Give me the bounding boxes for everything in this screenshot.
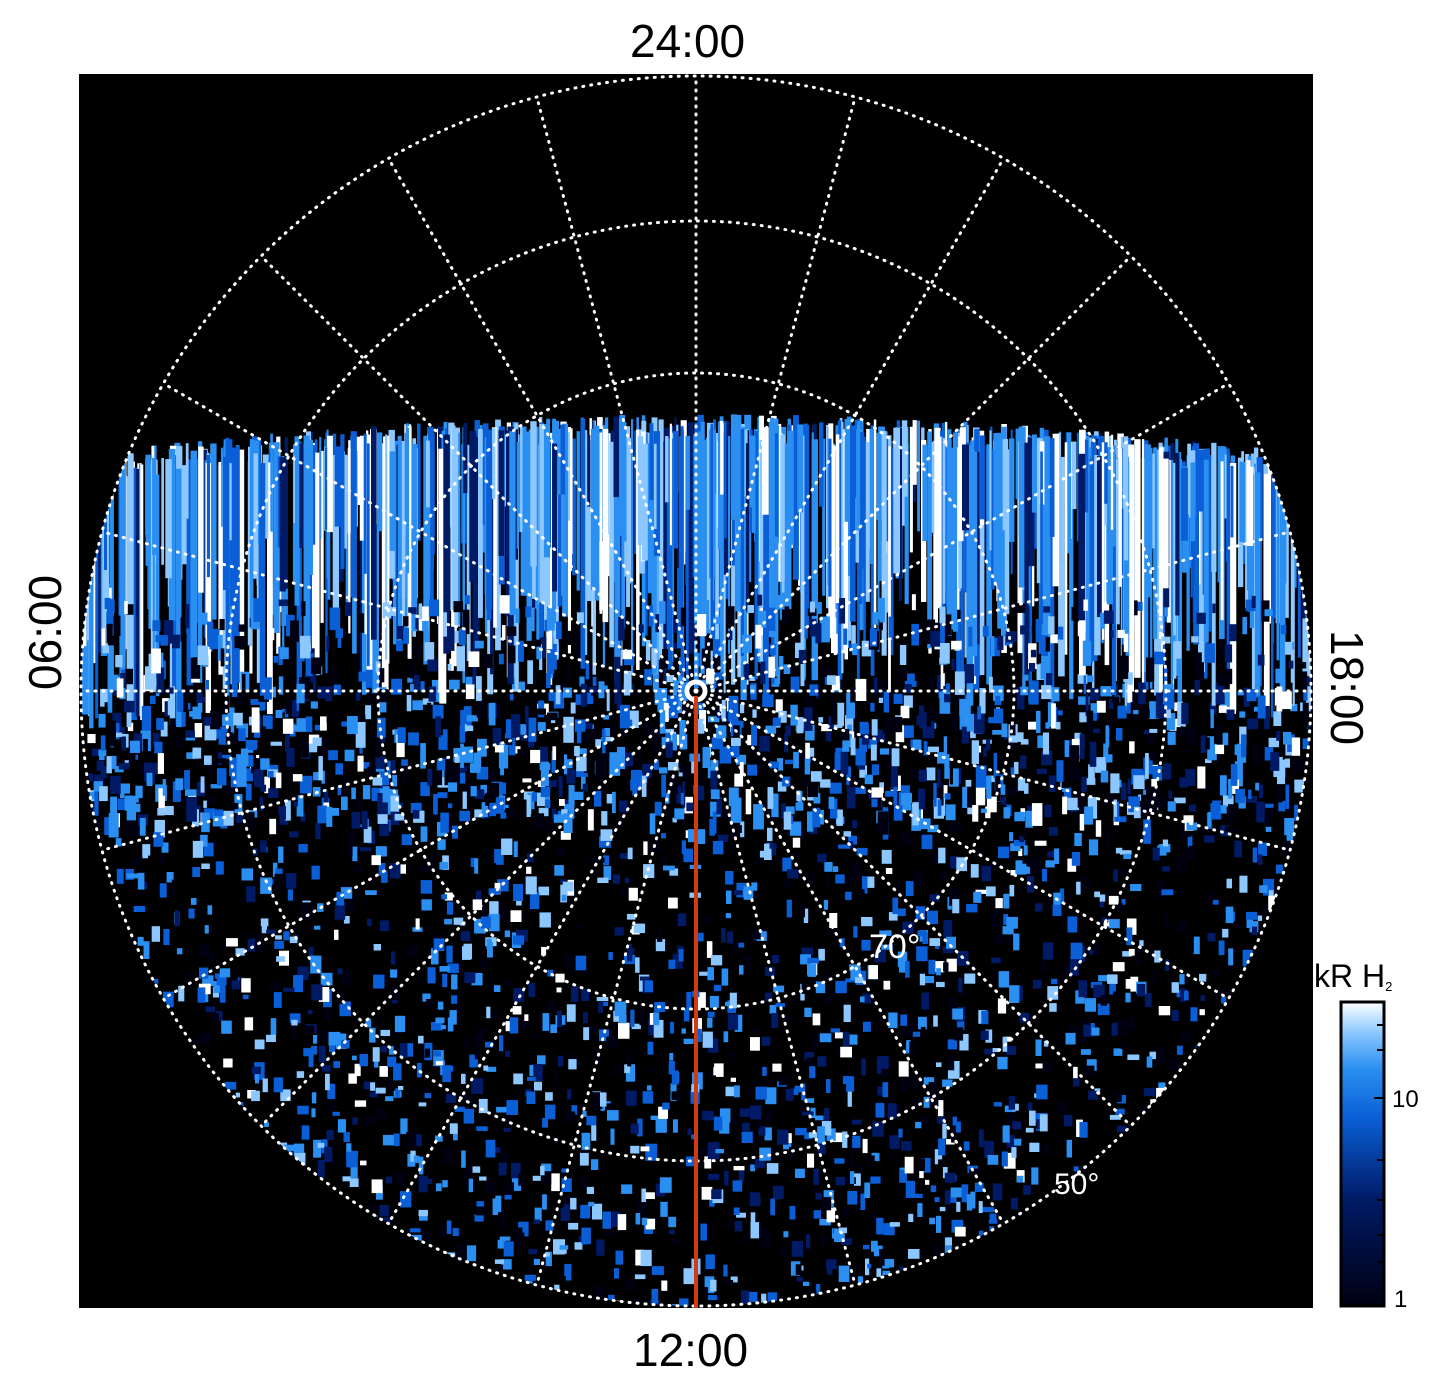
grid-meridian	[694, 156, 1005, 693]
colorbar	[1339, 1000, 1386, 1308]
grid-meridian	[259, 254, 698, 693]
grid-meridian	[100, 530, 698, 693]
grid-meridian	[387, 156, 698, 693]
grid-meridian	[694, 254, 1133, 693]
colorbar-tick-1: 1	[1394, 1286, 1408, 1313]
grid-meridian	[694, 689, 1292, 852]
polar-auroral-map: 70° 50°	[79, 74, 1313, 1308]
grid-meridian	[387, 689, 698, 1226]
noon-label: 12:00	[633, 1324, 749, 1376]
dawn-label: 06:00	[19, 574, 71, 690]
grid-meridian	[535, 689, 698, 1287]
grid-meridian	[694, 689, 1133, 1128]
grid-meridian	[161, 382, 698, 693]
grid-meridian	[100, 689, 698, 852]
lat-label-70: 70°	[869, 928, 920, 966]
colorbar-ticks	[1374, 1024, 1384, 1263]
midnight-label: 24:00	[630, 15, 746, 67]
grid-meridian	[694, 689, 1231, 1000]
grid-meridian	[161, 689, 698, 1000]
colorbar-tick-10: 10	[1392, 1086, 1419, 1113]
dusk-label: 18:00	[1321, 630, 1373, 746]
grid-meridian	[259, 689, 698, 1128]
grid-circle-outer	[79, 74, 1313, 1308]
grid-circle-70	[376, 371, 1016, 1011]
grid-meridian	[535, 95, 698, 693]
grid-meridian	[694, 95, 857, 693]
colorbar-gradient	[1339, 1000, 1386, 1308]
grid-meridian	[694, 689, 1005, 1226]
colorbar-title: kR H2	[1314, 958, 1393, 994]
grid-meridian	[694, 382, 1231, 693]
lat-label-50: 50°	[1054, 1168, 1099, 1201]
lat-lon-grid	[79, 74, 1313, 1308]
grid-meridian	[694, 689, 857, 1287]
grid-meridian	[694, 530, 1292, 693]
